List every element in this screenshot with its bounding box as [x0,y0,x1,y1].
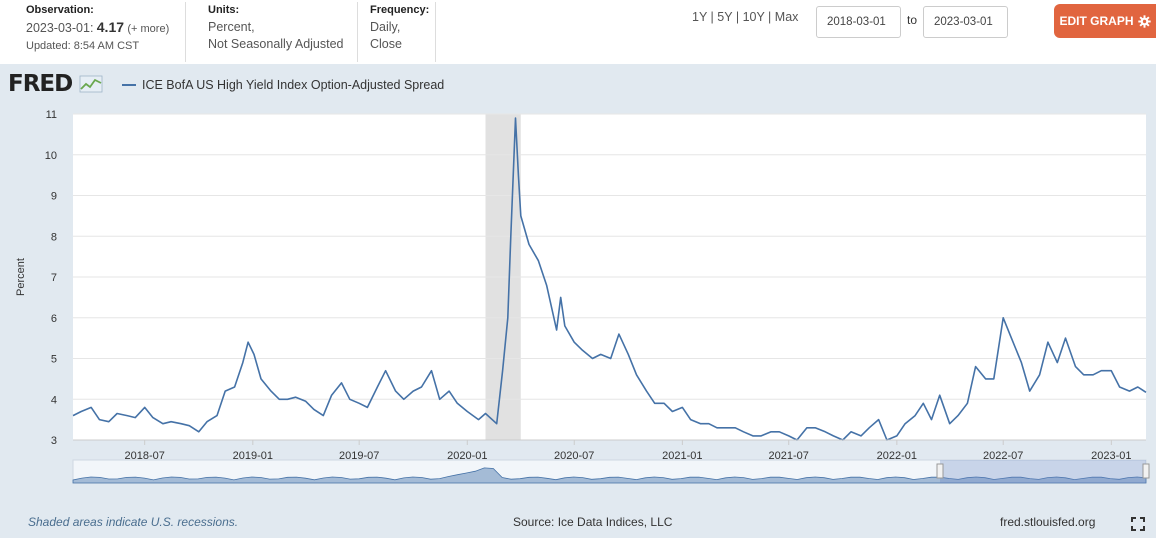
observation-more-link[interactable]: (+ more) [127,23,170,35]
legend-swatch [122,84,136,86]
gear-icon [1137,14,1151,28]
chart-legend: ICE BofA US High Yield Index Option-Adju… [122,78,444,92]
units-block: Units: Percent, Not Seasonally Adjusted [208,2,358,62]
header-bar: Observation: 2023-03-01: 4.17 (+ more) U… [0,0,1156,64]
x-tick-label: 2021-01 [662,450,702,462]
y-tick-label: 4 [51,394,57,406]
line-chart: 3 4 5 6 7 8 9 10 11 2018-07 2019-01 2019-07 2020-01 2… [15,109,1150,484]
end-date-input[interactable] [923,6,1008,38]
x-tick-label: 2019-07 [339,450,379,462]
range-5y-link[interactable]: 5Y [717,10,733,24]
navigator-handle-left[interactable] [936,463,944,479]
series-line [72,117,1147,441]
range-10y-link[interactable]: 10Y [742,10,765,24]
y-tick-label: 8 [51,231,57,243]
fred-logo-text: FRED [8,71,73,97]
edit-graph-button[interactable]: EDIT GRAPH [1054,4,1156,38]
fred-url[interactable]: fred.stlouisfed.org [1000,515,1096,529]
y-tick-label: 11 [46,109,57,121]
x-tick-label: 2018-07 [125,450,165,462]
x-tick-label: 2023-01 [1091,450,1131,462]
frequency-block: Frequency: Daily, Close [370,2,436,62]
observation-value: 4.17 [96,19,125,35]
x-tick-label: 2020-01 [447,450,487,462]
observation-date: 2023-03-01: [26,21,94,35]
logo-chart-icon [79,75,103,93]
fred-logo[interactable]: FRED [8,71,103,97]
y-tick-label: 7 [51,272,57,284]
updated-time: Updated: 8:54 AM CST [26,40,140,52]
observation-label: Observation: [26,4,94,16]
units-line2: Not Seasonally Adjusted [208,37,344,51]
x-tick-label: 2019-01 [233,450,273,462]
y-tick-label: 9 [51,191,57,203]
range-1y-link[interactable]: 1Y [692,10,708,24]
y-tick-label: 5 [51,354,57,366]
y-tick-label: 10 [45,150,57,162]
x-tick-label: 2021-07 [769,450,809,462]
range-max-link[interactable]: Max [774,10,799,24]
range-links: 1Y | 5Y | 10Y | Max [692,10,799,24]
x-tick-label: 2020-07 [554,450,594,462]
start-date-input[interactable] [816,6,901,38]
x-tick-label: 2022-07 [983,450,1023,462]
x-tick-label: 2022-01 [877,450,917,462]
edit-graph-label: EDIT GRAPH [1059,14,1134,28]
navigator-selection[interactable] [940,460,1146,483]
to-label: to [907,13,918,27]
units-line1: Percent, [208,20,255,34]
recession-note: Shaded areas indicate U.S. recessions. [28,515,239,529]
frequency-line1: Daily, [370,20,401,34]
y-axis-label: Percent [15,258,27,296]
fullscreen-icon[interactable] [1131,517,1145,531]
navigator-area [72,467,1147,484]
frequency-label: Frequency: [370,4,430,16]
frequency-line2: Close [370,37,402,51]
units-label: Units: [208,4,240,16]
navigator-handle-right[interactable] [1142,463,1150,479]
legend-label: ICE BofA US High Yield Index Option-Adju… [142,78,445,92]
y-tick-label: 3 [51,435,57,447]
observation-block: Observation: 2023-03-01: 4.17 (+ more) U… [26,2,186,62]
source-text: Source: Ice Data Indices, LLC [513,515,673,529]
y-tick-label: 6 [51,313,57,325]
